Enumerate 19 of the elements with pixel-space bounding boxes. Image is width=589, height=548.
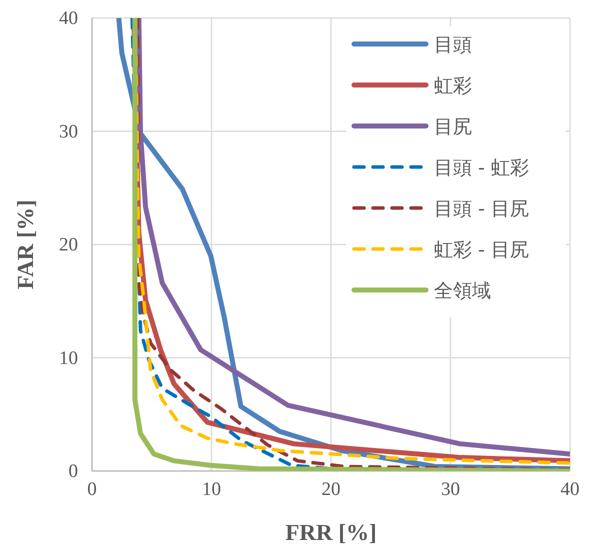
y-tick-label: 30: [59, 121, 78, 142]
y-tick-label: 10: [59, 348, 78, 369]
legend-label: 目頭 - 虹彩: [434, 157, 529, 179]
y-tick-label: 0: [68, 461, 78, 482]
legend-label: 目頭: [434, 34, 472, 56]
y-tick-label: 20: [59, 234, 78, 256]
legend-label: 目頭 - 目尻: [434, 198, 529, 220]
legend-label: 全領域: [434, 280, 491, 302]
x-tick-label: 0: [87, 479, 97, 500]
x-tick-label: 30: [441, 479, 460, 500]
x-axis-title: FRR [%]: [285, 520, 377, 545]
x-tick-label: 10: [202, 479, 221, 500]
x-tick-label: 20: [322, 479, 340, 500]
legend-label: 虹彩: [434, 75, 472, 97]
x-tick-label: 40: [560, 479, 580, 500]
legend-label: 目尻: [434, 116, 472, 138]
y-tick-label: 40: [59, 8, 78, 29]
y-axis-title: FAR [%]: [13, 200, 38, 290]
legend-label: 虹彩 - 目尻: [434, 239, 529, 261]
